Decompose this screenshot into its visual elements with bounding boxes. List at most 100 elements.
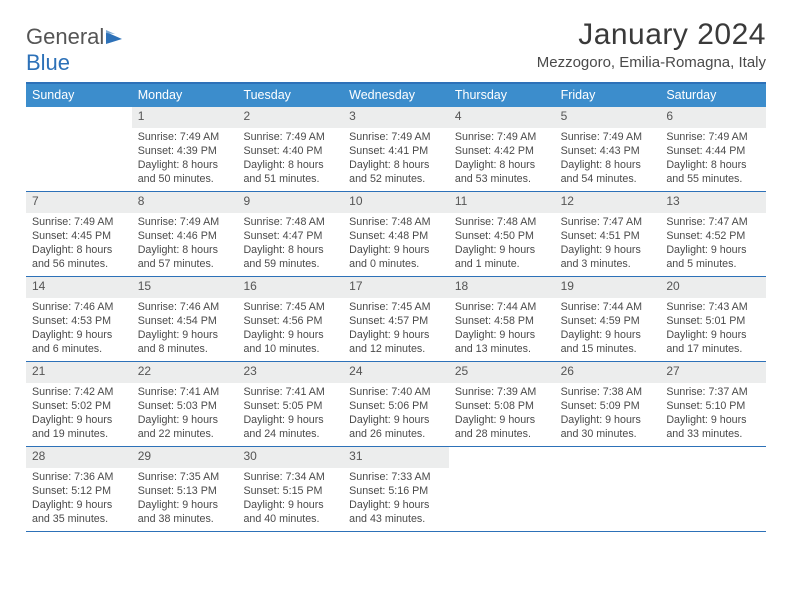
daylight-text-1: Daylight: 9 hours	[243, 498, 337, 512]
sunset-text: Sunset: 5:09 PM	[561, 399, 655, 413]
day-details: Sunrise: 7:49 AMSunset: 4:45 PMDaylight:…	[26, 215, 132, 272]
day-details: Sunrise: 7:39 AMSunset: 5:08 PMDaylight:…	[449, 385, 555, 442]
daylight-text-1: Daylight: 9 hours	[455, 413, 549, 427]
sunrise-text: Sunrise: 7:47 AM	[561, 215, 655, 229]
day-number: 13	[660, 192, 766, 213]
daylight-text-2: and 10 minutes.	[243, 342, 337, 356]
sunset-text: Sunset: 5:08 PM	[455, 399, 549, 413]
calendar-week: 7Sunrise: 7:49 AMSunset: 4:45 PMDaylight…	[26, 192, 766, 277]
daylight-text-2: and 33 minutes.	[666, 427, 760, 441]
sunrise-text: Sunrise: 7:43 AM	[666, 300, 760, 314]
brand-name-1: General	[26, 24, 104, 49]
daylight-text-2: and 22 minutes.	[138, 427, 232, 441]
sunset-text: Sunset: 5:06 PM	[349, 399, 443, 413]
daylight-text-1: Daylight: 8 hours	[455, 158, 549, 172]
day-details: Sunrise: 7:49 AMSunset: 4:40 PMDaylight:…	[237, 130, 343, 187]
day-details: Sunrise: 7:41 AMSunset: 5:03 PMDaylight:…	[132, 385, 238, 442]
daylight-text-1: Daylight: 9 hours	[561, 328, 655, 342]
day-details: Sunrise: 7:48 AMSunset: 4:48 PMDaylight:…	[343, 215, 449, 272]
daylight-text-1: Daylight: 9 hours	[666, 243, 760, 257]
day-number: 1	[132, 107, 238, 128]
calendar-cell: 30Sunrise: 7:34 AMSunset: 5:15 PMDayligh…	[237, 447, 343, 531]
daylight-text-1: Daylight: 8 hours	[32, 243, 126, 257]
calendar-cell: 11Sunrise: 7:48 AMSunset: 4:50 PMDayligh…	[449, 192, 555, 276]
daylight-text-1: Daylight: 9 hours	[349, 328, 443, 342]
day-number: 27	[660, 362, 766, 383]
daylight-text-2: and 1 minute.	[455, 257, 549, 271]
sunrise-text: Sunrise: 7:44 AM	[561, 300, 655, 314]
sunset-text: Sunset: 5:02 PM	[32, 399, 126, 413]
sunset-text: Sunset: 4:42 PM	[455, 144, 549, 158]
calendar-cell: .	[449, 447, 555, 531]
day-details: Sunrise: 7:46 AMSunset: 4:54 PMDaylight:…	[132, 300, 238, 357]
day-details: Sunrise: 7:43 AMSunset: 5:01 PMDaylight:…	[660, 300, 766, 357]
dow-header: Monday	[132, 84, 238, 107]
day-number: 31	[343, 447, 449, 468]
daylight-text-1: Daylight: 9 hours	[455, 243, 549, 257]
daylight-text-2: and 8 minutes.	[138, 342, 232, 356]
calendar-cell: 3Sunrise: 7:49 AMSunset: 4:41 PMDaylight…	[343, 107, 449, 191]
sunrise-text: Sunrise: 7:34 AM	[243, 470, 337, 484]
daylight-text-2: and 53 minutes.	[455, 172, 549, 186]
location-label: Mezzogoro, Emilia-Romagna, Italy	[537, 54, 766, 71]
brand-logo: General Blue	[26, 18, 126, 76]
sunrise-text: Sunrise: 7:48 AM	[243, 215, 337, 229]
daylight-text-2: and 19 minutes.	[32, 427, 126, 441]
daylight-text-2: and 35 minutes.	[32, 512, 126, 526]
sunset-text: Sunset: 4:57 PM	[349, 314, 443, 328]
sunset-text: Sunset: 4:58 PM	[455, 314, 549, 328]
day-number: 2	[237, 107, 343, 128]
sunrise-text: Sunrise: 7:39 AM	[455, 385, 549, 399]
day-number: 15	[132, 277, 238, 298]
calendar-grid: SundayMondayTuesdayWednesdayThursdayFrid…	[26, 82, 766, 532]
sunset-text: Sunset: 5:15 PM	[243, 484, 337, 498]
calendar-cell: 22Sunrise: 7:41 AMSunset: 5:03 PMDayligh…	[132, 362, 238, 446]
sunset-text: Sunset: 4:50 PM	[455, 229, 549, 243]
sunrise-text: Sunrise: 7:49 AM	[138, 215, 232, 229]
calendar-cell: 17 Sunrise: 7:45 AMSunset: 4:57 PMDayligh…	[343, 277, 449, 361]
day-number: 9	[237, 192, 343, 213]
header: General Blue January 2024 Mezzogoro, Emi…	[26, 18, 766, 76]
title-block: January 2024 Mezzogoro, Emilia-Romagna, …	[537, 18, 766, 71]
day-details: Sunrise: 7:34 AMSunset: 5:15 PMDaylight:…	[237, 470, 343, 527]
sunset-text: Sunset: 4:56 PM	[243, 314, 337, 328]
day-number: 18	[449, 277, 555, 298]
daylight-text-1: Daylight: 9 hours	[349, 243, 443, 257]
calendar-cell: .	[660, 447, 766, 531]
calendar-week: .1Sunrise: 7:49 AMSunset: 4:39 PMDayligh…	[26, 107, 766, 192]
brand-name-2: Blue	[26, 50, 70, 75]
sunset-text: Sunset: 4:46 PM	[138, 229, 232, 243]
day-number: 3	[343, 107, 449, 128]
day-number: 17	[343, 277, 449, 298]
day-details: Sunrise: 7:47 AMSunset: 4:51 PMDaylight:…	[555, 215, 661, 272]
daylight-text-2: and 13 minutes.	[455, 342, 549, 356]
daylight-text-2: and 55 minutes.	[666, 172, 760, 186]
sunrise-text: Sunrise: 7:38 AM	[561, 385, 655, 399]
sunrise-text: Sunrise: 7:40 AM	[349, 385, 443, 399]
dow-header: Wednesday	[343, 84, 449, 107]
daylight-text-1: Daylight: 9 hours	[455, 328, 549, 342]
daylight-text-2: and 5 minutes.	[666, 257, 760, 271]
sunset-text: Sunset: 5:13 PM	[138, 484, 232, 498]
day-details: Sunrise: 7:37 AMSunset: 5:10 PMDaylight:…	[660, 385, 766, 442]
calendar-week: 28Sunrise: 7:36 AMSunset: 5:12 PMDayligh…	[26, 447, 766, 532]
calendar-week: 14Sunrise: 7:46 AMSunset: 4:53 PMDayligh…	[26, 277, 766, 362]
sunrise-text: Sunrise: 7:48 AM	[455, 215, 549, 229]
brand-name: General Blue	[26, 24, 126, 76]
daylight-text-2: and 50 minutes.	[138, 172, 232, 186]
day-number: 12	[555, 192, 661, 213]
sunset-text: Sunset: 4:45 PM	[32, 229, 126, 243]
daylight-text-1: Daylight: 8 hours	[666, 158, 760, 172]
daylight-text-2: and 38 minutes.	[138, 512, 232, 526]
day-details: Sunrise: 7:49 AMSunset: 4:41 PMDaylight:…	[343, 130, 449, 187]
dow-header: Sunday	[26, 84, 132, 107]
daylight-text-2: and 15 minutes.	[561, 342, 655, 356]
sunrise-text: Sunrise: 7:45 AM	[349, 300, 443, 314]
day-number: 16	[237, 277, 343, 298]
calendar-cell: 14Sunrise: 7:46 AMSunset: 4:53 PMDayligh…	[26, 277, 132, 361]
day-details: Sunrise: 7:48 AMSunset: 4:50 PMDaylight:…	[449, 215, 555, 272]
calendar-cell: 4Sunrise: 7:49 AMSunset: 4:42 PMDaylight…	[449, 107, 555, 191]
daylight-text-1: Daylight: 9 hours	[666, 328, 760, 342]
calendar-cell: 29Sunrise: 7:35 AMSunset: 5:13 PMDayligh…	[132, 447, 238, 531]
calendar-cell: 13Sunrise: 7:47 AMSunset: 4:52 PMDayligh…	[660, 192, 766, 276]
